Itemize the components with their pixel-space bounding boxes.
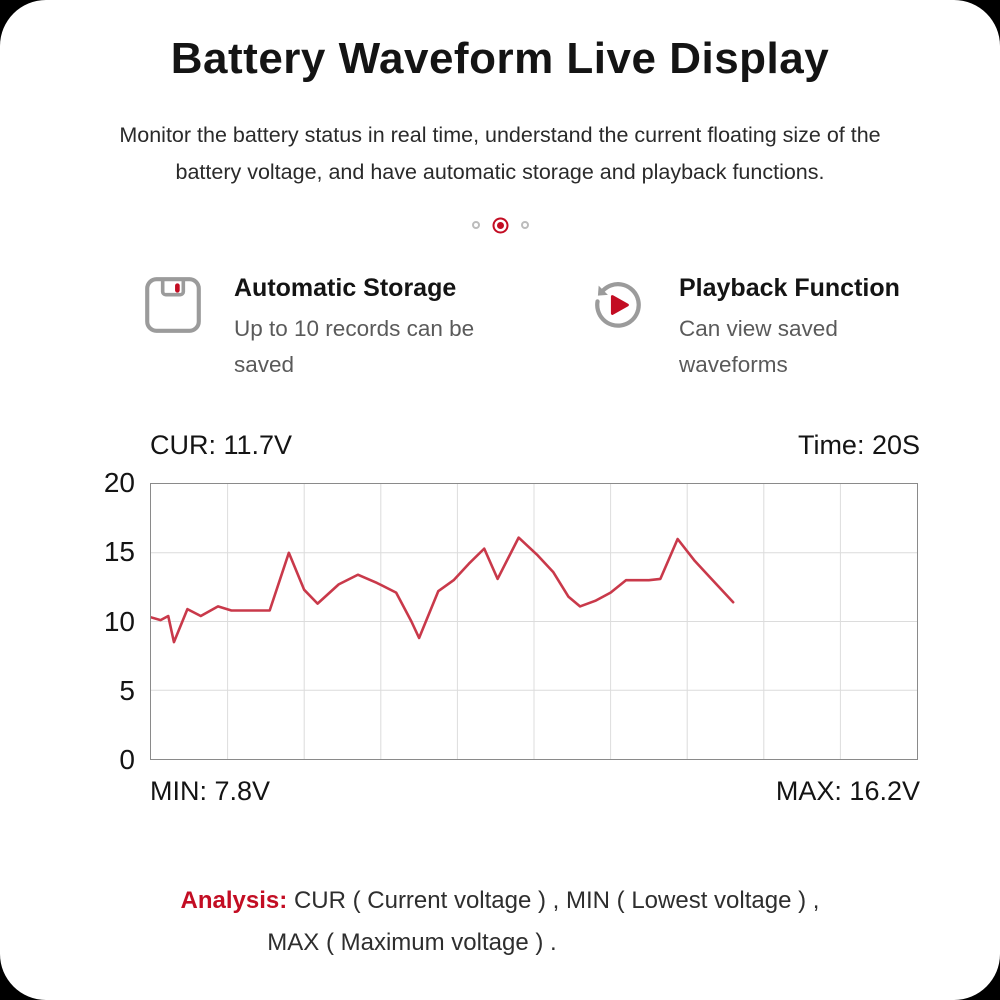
- y-tick-label: 10: [103, 605, 135, 637]
- carousel-dot-active[interactable]: [496, 221, 504, 229]
- carousel-dots: [0, 216, 1000, 234]
- waveform-svg: [151, 484, 917, 759]
- time-window-label: Time: 20S: [797, 430, 920, 460]
- max-voltage-label: MAX: 16.2V: [775, 776, 920, 806]
- y-tick-label: 20: [103, 467, 135, 498]
- analysis-line2: MAX ( Maximum voltage ) .: [267, 929, 557, 956]
- y-axis-ticks: 0 5 10 15 20: [58, 467, 135, 775]
- current-voltage-label: CUR: 11.7V: [150, 430, 293, 460]
- subtitle-line1: Monitor the battery status in real time,…: [119, 123, 881, 147]
- subtitle-line2: battery voltage, and have automatic stor…: [175, 160, 825, 184]
- floppy-disk-icon: [140, 272, 206, 338]
- analysis-line1: Analysis: CUR ( Current voltage ) , MIN …: [0, 880, 1000, 922]
- feature-description-automatic-storage: Up to 10 records can be saved: [234, 316, 475, 377]
- y-tick-label: 0: [119, 744, 135, 775]
- analysis-label: Analysis:: [180, 887, 288, 914]
- analysis-line1-text: CUR ( Current voltage ) , MIN ( Lowest v…: [293, 887, 820, 914]
- feature-title-playback-function: Playback Function: [679, 274, 900, 302]
- analysis-text: Analysis: CUR ( Current voltage ) , MIN …: [0, 880, 1000, 964]
- y-tick-label: 15: [103, 536, 135, 568]
- feature-automatic-storage: Automatic Storage Up to 10 records can b…: [140, 272, 489, 383]
- feature-playback-function: Playback Function Can view saved wavefor…: [585, 272, 900, 383]
- min-voltage-label: MIN: 7.8V: [150, 776, 271, 806]
- carousel-dot-0[interactable]: [471, 221, 480, 229]
- replay-icon: [585, 272, 651, 338]
- chart-header: CUR: 11.7V Time: 20S: [150, 430, 920, 461]
- page-title: Battery Waveform Live Display: [170, 34, 830, 83]
- feature-title-automatic-storage: Automatic Storage: [234, 274, 457, 302]
- feature-description-playback-function: Can view saved waveforms: [679, 316, 838, 377]
- waveform-line: [151, 536, 735, 644]
- plot-area: [150, 483, 918, 760]
- chart-footer: MIN: 7.8V MAX: 16.2V: [150, 776, 920, 807]
- page-subtitle: Monitor the battery status in real time,…: [30, 117, 970, 191]
- carousel-dot-2[interactable]: [520, 221, 529, 229]
- y-tick-label: 5: [119, 674, 135, 706]
